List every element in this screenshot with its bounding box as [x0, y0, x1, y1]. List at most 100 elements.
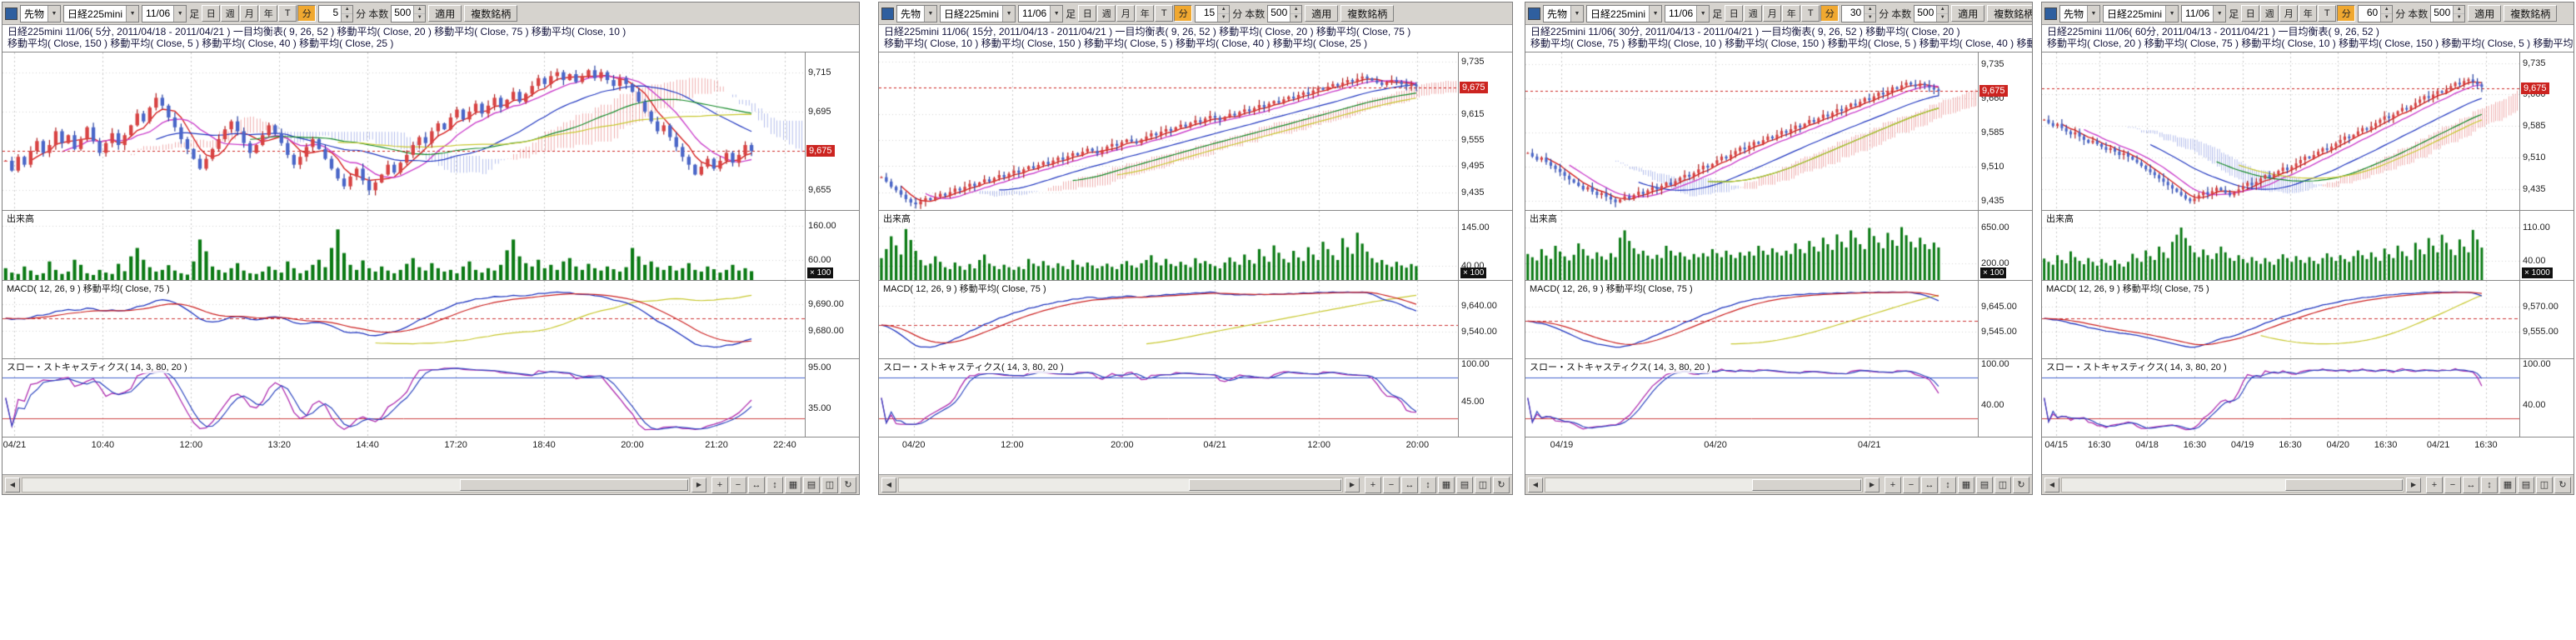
spin-down-icon[interactable]: ▼: [414, 13, 426, 22]
spinner-arrows[interactable]: ▲ ▼: [1217, 5, 1230, 22]
multi-symbol-button[interactable]: 複数銘柄: [1987, 5, 2032, 22]
layout-button[interactable]: ▤: [2518, 476, 2534, 493]
expand-vertical-button[interactable]: ↕: [766, 476, 783, 493]
spin-down-icon[interactable]: ▼: [1290, 13, 1302, 22]
price-chart-canvas[interactable]: [1525, 52, 1978, 210]
spin-down-icon[interactable]: ▼: [1865, 13, 1876, 22]
volume-chart-canvas[interactable]: [2, 211, 805, 280]
spin-down-icon[interactable]: ▼: [2381, 13, 2393, 22]
period-button[interactable]: 月: [1763, 5, 1782, 22]
category-select[interactable]: 先物 ▼: [2059, 4, 2101, 22]
zoom-out-button[interactable]: −: [1383, 476, 1400, 493]
volume-chart-canvas[interactable]: [1525, 211, 1978, 280]
spin-up-icon[interactable]: ▲: [1865, 5, 1876, 14]
price-chart-canvas[interactable]: [879, 52, 1458, 210]
bar-count-input[interactable]: 500 ▲ ▼: [2430, 4, 2466, 22]
symbol-select[interactable]: 日経225mini ▼: [63, 4, 140, 22]
zoom-out-button[interactable]: −: [730, 476, 746, 493]
period-button[interactable]: 日: [1078, 5, 1097, 22]
refresh-button[interactable]: ↻: [840, 476, 856, 493]
spinner-arrows[interactable]: ▲ ▼: [1864, 5, 1876, 22]
split-view-button[interactable]: ◫: [821, 476, 838, 493]
layout-button[interactable]: ▤: [1976, 476, 1993, 493]
period-button[interactable]: 分: [1820, 5, 1840, 22]
zoom-in-button[interactable]: +: [1885, 476, 1901, 493]
spin-up-icon[interactable]: ▲: [414, 5, 426, 14]
spinner-arrows[interactable]: ▲ ▼: [1936, 5, 1949, 22]
period-button[interactable]: T: [2318, 5, 2337, 22]
spin-up-icon[interactable]: ▲: [1290, 5, 1302, 14]
period-button[interactable]: 週: [221, 5, 240, 22]
period-button[interactable]: 分: [1174, 5, 1193, 22]
period-button[interactable]: 週: [1744, 5, 1763, 22]
refresh-button[interactable]: ↻: [2013, 476, 2029, 493]
layout-button[interactable]: ▤: [803, 476, 820, 493]
symbol-select[interactable]: 日経225mini ▼: [1586, 4, 1663, 22]
scrollbar-thumb[interactable]: [1751, 478, 1861, 491]
period-button[interactable]: 分: [297, 5, 317, 22]
scrollbar-track[interactable]: [22, 477, 690, 492]
period-button[interactable]: 分: [2337, 5, 2356, 22]
multi-symbol-button[interactable]: 複数銘柄: [1340, 5, 1395, 22]
contract-month-select[interactable]: 11/06 ▼: [1665, 4, 1710, 22]
period-button[interactable]: T: [1801, 5, 1820, 22]
spinner-arrows[interactable]: ▲ ▼: [2453, 5, 2465, 22]
period-button[interactable]: 週: [2260, 5, 2279, 22]
split-view-button[interactable]: ◫: [1994, 476, 2011, 493]
expand-vertical-button[interactable]: ↕: [1939, 476, 1956, 493]
period-button[interactable]: 月: [2279, 5, 2299, 22]
volume-chart-canvas[interactable]: [879, 211, 1458, 280]
price-chart-canvas[interactable]: [2042, 52, 2519, 210]
interval-input[interactable]: 30 ▲ ▼: [1841, 4, 1877, 22]
period-button[interactable]: 年: [259, 5, 278, 22]
category-select[interactable]: 先物 ▼: [20, 4, 62, 22]
bar-count-input[interactable]: 500 ▲ ▼: [391, 4, 427, 22]
period-button[interactable]: T: [278, 5, 297, 22]
apply-button[interactable]: 適用: [1951, 5, 1985, 22]
period-button[interactable]: 月: [240, 5, 259, 22]
grid-toggle-button[interactable]: ▦: [1958, 476, 1974, 493]
period-button[interactable]: 日: [202, 5, 221, 22]
layout-button[interactable]: ▤: [1456, 476, 1473, 493]
symbol-select[interactable]: 日経225mini ▼: [940, 4, 1016, 22]
scrollbar-track[interactable]: [898, 477, 1343, 492]
scrollbar-thumb[interactable]: [1189, 478, 1341, 491]
volume-chart-canvas[interactable]: [2042, 211, 2519, 280]
spin-down-icon[interactable]: ▼: [2454, 13, 2465, 22]
scroll-left-button[interactable]: ◀: [2044, 477, 2059, 492]
grid-toggle-button[interactable]: ▦: [785, 476, 801, 493]
refresh-button[interactable]: ↻: [2554, 476, 2571, 493]
spin-up-icon[interactable]: ▲: [342, 5, 353, 14]
spin-up-icon[interactable]: ▲: [1218, 5, 1230, 14]
spin-down-icon[interactable]: ▼: [1218, 13, 1230, 22]
scroll-left-button[interactable]: ◀: [1528, 477, 1543, 492]
spinner-arrows[interactable]: ▲ ▼: [341, 5, 353, 22]
bar-count-input[interactable]: 500 ▲ ▼: [1914, 4, 1949, 22]
period-button[interactable]: 年: [2299, 5, 2318, 22]
split-view-button[interactable]: ◫: [2536, 476, 2553, 493]
scrollbar-thumb[interactable]: [460, 478, 688, 491]
expand-vertical-button[interactable]: ↕: [1420, 476, 1436, 493]
price-chart-canvas[interactable]: [2, 52, 805, 210]
scroll-right-button[interactable]: ▶: [1345, 477, 1360, 492]
bar-count-input[interactable]: 500 ▲ ▼: [1267, 4, 1303, 22]
category-select[interactable]: 先物 ▼: [1543, 4, 1585, 22]
category-select[interactable]: 先物 ▼: [896, 4, 938, 22]
spinner-arrows[interactable]: ▲ ▼: [1290, 5, 1302, 22]
scroll-right-button[interactable]: ▶: [691, 477, 706, 492]
zoom-out-button[interactable]: −: [2444, 476, 2461, 493]
spin-up-icon[interactable]: ▲: [2381, 5, 2393, 14]
expand-horizontal-button[interactable]: ↔: [748, 476, 765, 493]
scroll-left-button[interactable]: ◀: [5, 477, 20, 492]
grid-toggle-button[interactable]: ▦: [1438, 476, 1455, 493]
scroll-right-button[interactable]: ▶: [1865, 477, 1880, 492]
apply-button[interactable]: 適用: [1305, 5, 1339, 22]
interval-input[interactable]: 60 ▲ ▼: [2358, 4, 2394, 22]
interval-input[interactable]: 5 ▲ ▼: [318, 4, 354, 22]
split-view-button[interactable]: ◫: [1475, 476, 1491, 493]
zoom-out-button[interactable]: −: [1903, 476, 1920, 493]
spin-up-icon[interactable]: ▲: [2454, 5, 2465, 14]
spin-up-icon[interactable]: ▲: [1937, 5, 1949, 14]
expand-horizontal-button[interactable]: ↔: [1921, 476, 1938, 493]
expand-horizontal-button[interactable]: ↔: [1401, 476, 1418, 493]
